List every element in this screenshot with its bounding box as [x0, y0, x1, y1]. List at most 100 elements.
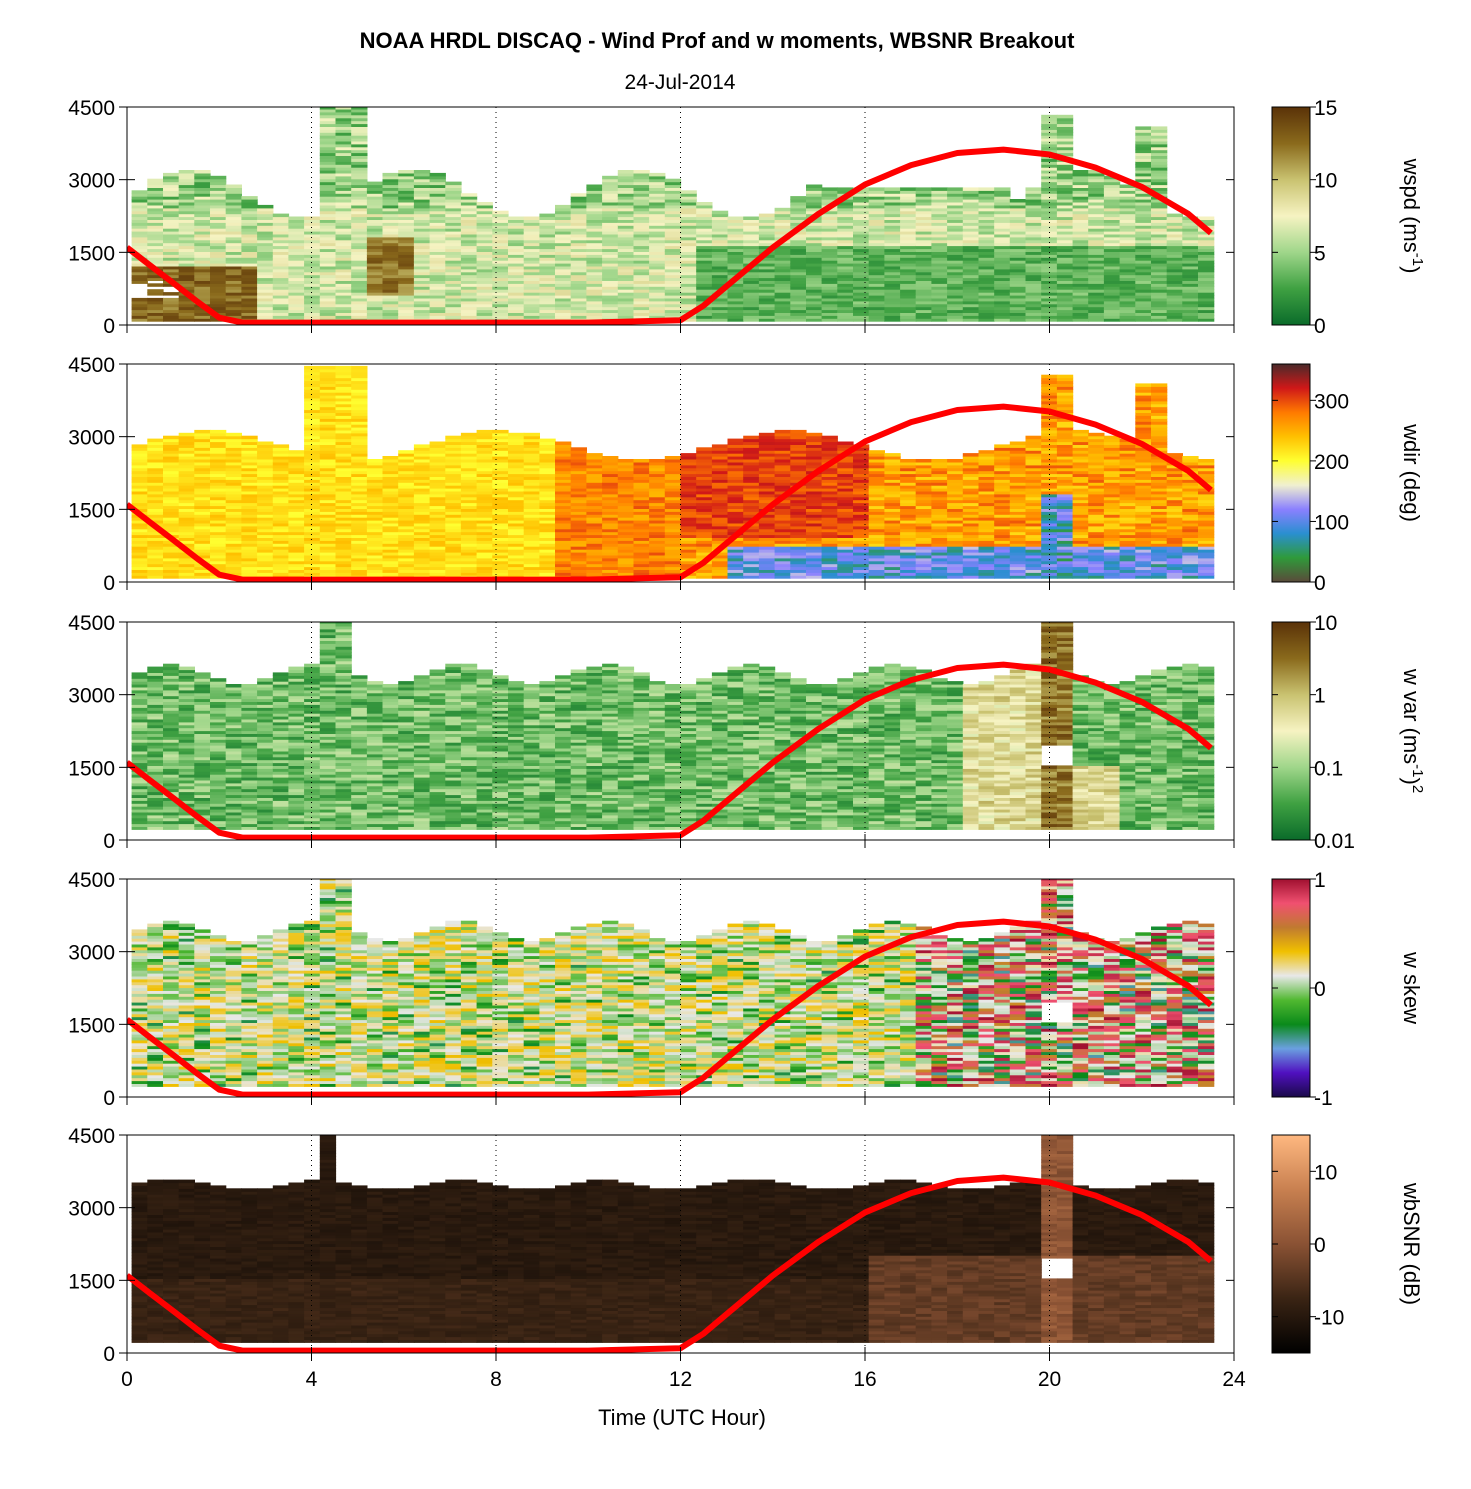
heatmap-cell: [1151, 140, 1168, 145]
heatmap-cell: [131, 248, 148, 252]
heatmap-cell: [225, 292, 242, 296]
heatmap-cell: [241, 286, 258, 290]
heatmap-cell: [868, 277, 885, 281]
heatmap-cell: [460, 271, 478, 276]
heatmap-cell: [304, 444, 321, 448]
heatmap-cell: [680, 263, 697, 267]
heatmap-cell: [288, 560, 305, 565]
heatmap-cell: [649, 511, 666, 515]
heatmap-cell: [257, 274, 274, 279]
heatmap-cell: [900, 190, 917, 194]
heatmap-cell: [304, 496, 321, 501]
heatmap-cell: [696, 271, 713, 276]
heatmap-cell: [523, 543, 540, 547]
heatmap-cell: [539, 508, 556, 512]
heatmap-cell: [1025, 297, 1042, 302]
heatmap-cell: [962, 274, 980, 279]
heatmap-cell: [1151, 152, 1168, 156]
heatmap-cell: [492, 251, 509, 255]
heatmap-cell: [194, 210, 211, 215]
heatmap-cell: [257, 496, 274, 501]
heatmap-cell: [131, 557, 148, 562]
heatmap-cell: [413, 473, 431, 477]
heatmap-cell: [492, 456, 509, 460]
heatmap-cell: [915, 315, 932, 319]
heatmap-cell: [460, 204, 478, 209]
heatmap-cell: [555, 210, 572, 215]
heatmap-cell: [272, 520, 290, 524]
heatmap-cell: [633, 552, 650, 556]
heatmap-cell: [429, 213, 446, 218]
heatmap-cell: [445, 453, 462, 457]
heatmap-cell: [539, 531, 556, 536]
heatmap-cell: [539, 239, 556, 244]
heatmap-cell: [1088, 236, 1105, 241]
heatmap-cell: [429, 216, 446, 220]
heatmap-cell: [272, 549, 290, 553]
heatmap-cell: [1056, 239, 1074, 244]
heatmap-cell: [194, 236, 211, 241]
heatmap-cell: [1182, 245, 1199, 250]
heatmap-cell: [806, 225, 823, 229]
heatmap-cell: [351, 303, 368, 308]
heatmap-cell: [994, 303, 1011, 308]
heatmap-cell: [508, 549, 525, 553]
heatmap-cell: [382, 482, 399, 486]
heatmap-cell: [774, 295, 791, 299]
heatmap-cell: [288, 289, 305, 293]
heatmap-cell: [492, 219, 509, 223]
heatmap-cell: [523, 297, 540, 302]
heatmap-cell: [257, 473, 274, 477]
heatmap-cell: [790, 309, 807, 313]
heatmap-cell: [257, 254, 274, 258]
heatmap-cell: [853, 190, 870, 194]
heatmap-cell: [492, 537, 509, 541]
heatmap-cell: [868, 239, 885, 244]
heatmap-cell: [429, 514, 446, 518]
heatmap-cell: [978, 303, 995, 308]
heatmap-cell: [131, 537, 148, 541]
heatmap-cell: [900, 213, 917, 218]
heatmap-cell: [1056, 283, 1074, 287]
heatmap-cell: [398, 502, 415, 507]
heatmap-cell: [1088, 172, 1105, 177]
heatmap-cell: [272, 502, 290, 507]
heatmap-cell: [398, 251, 415, 255]
heatmap-cell: [523, 260, 540, 264]
heatmap-cell: [382, 520, 399, 524]
heatmap-cell: [257, 268, 274, 273]
heatmap-cell: [884, 303, 901, 308]
heatmap-cell: [1166, 242, 1183, 247]
heatmap-cell: [1151, 265, 1168, 270]
heatmap-cell: [1009, 242, 1027, 247]
heatmap-cell: [1041, 289, 1058, 293]
heatmap-cell: [163, 175, 180, 180]
heatmap-cell: [555, 222, 572, 226]
heatmap-cell: [194, 531, 211, 536]
heatmap-cell: [194, 225, 211, 229]
heatmap-cell: [163, 210, 180, 215]
heatmap-cell: [272, 572, 290, 576]
heatmap-cell: [680, 309, 697, 313]
heatmap-cell: [711, 239, 729, 244]
heatmap-cell: [351, 295, 368, 299]
heatmap-cell: [241, 569, 258, 573]
heatmap-cell: [1056, 315, 1074, 319]
heatmap-cell: [163, 499, 180, 504]
heatmap-cell: [758, 309, 776, 313]
heatmap-cell: [366, 190, 384, 194]
heatmap-cell: [492, 520, 509, 524]
heatmap-cell: [1182, 265, 1199, 270]
heatmap-cell: [602, 520, 619, 524]
heatmap-cell: [288, 552, 305, 556]
heatmap-cell: [915, 297, 932, 302]
heatmap-cell: [617, 193, 635, 197]
heatmap-cell: [492, 295, 509, 299]
heatmap-cell: [1135, 199, 1152, 203]
heatmap-cell: [853, 228, 870, 232]
heatmap-cell: [147, 499, 164, 504]
heatmap-cell: [335, 517, 352, 521]
heatmap-cell: [523, 479, 540, 483]
heatmap-cell: [570, 210, 587, 215]
heatmap-cell: [570, 257, 587, 261]
